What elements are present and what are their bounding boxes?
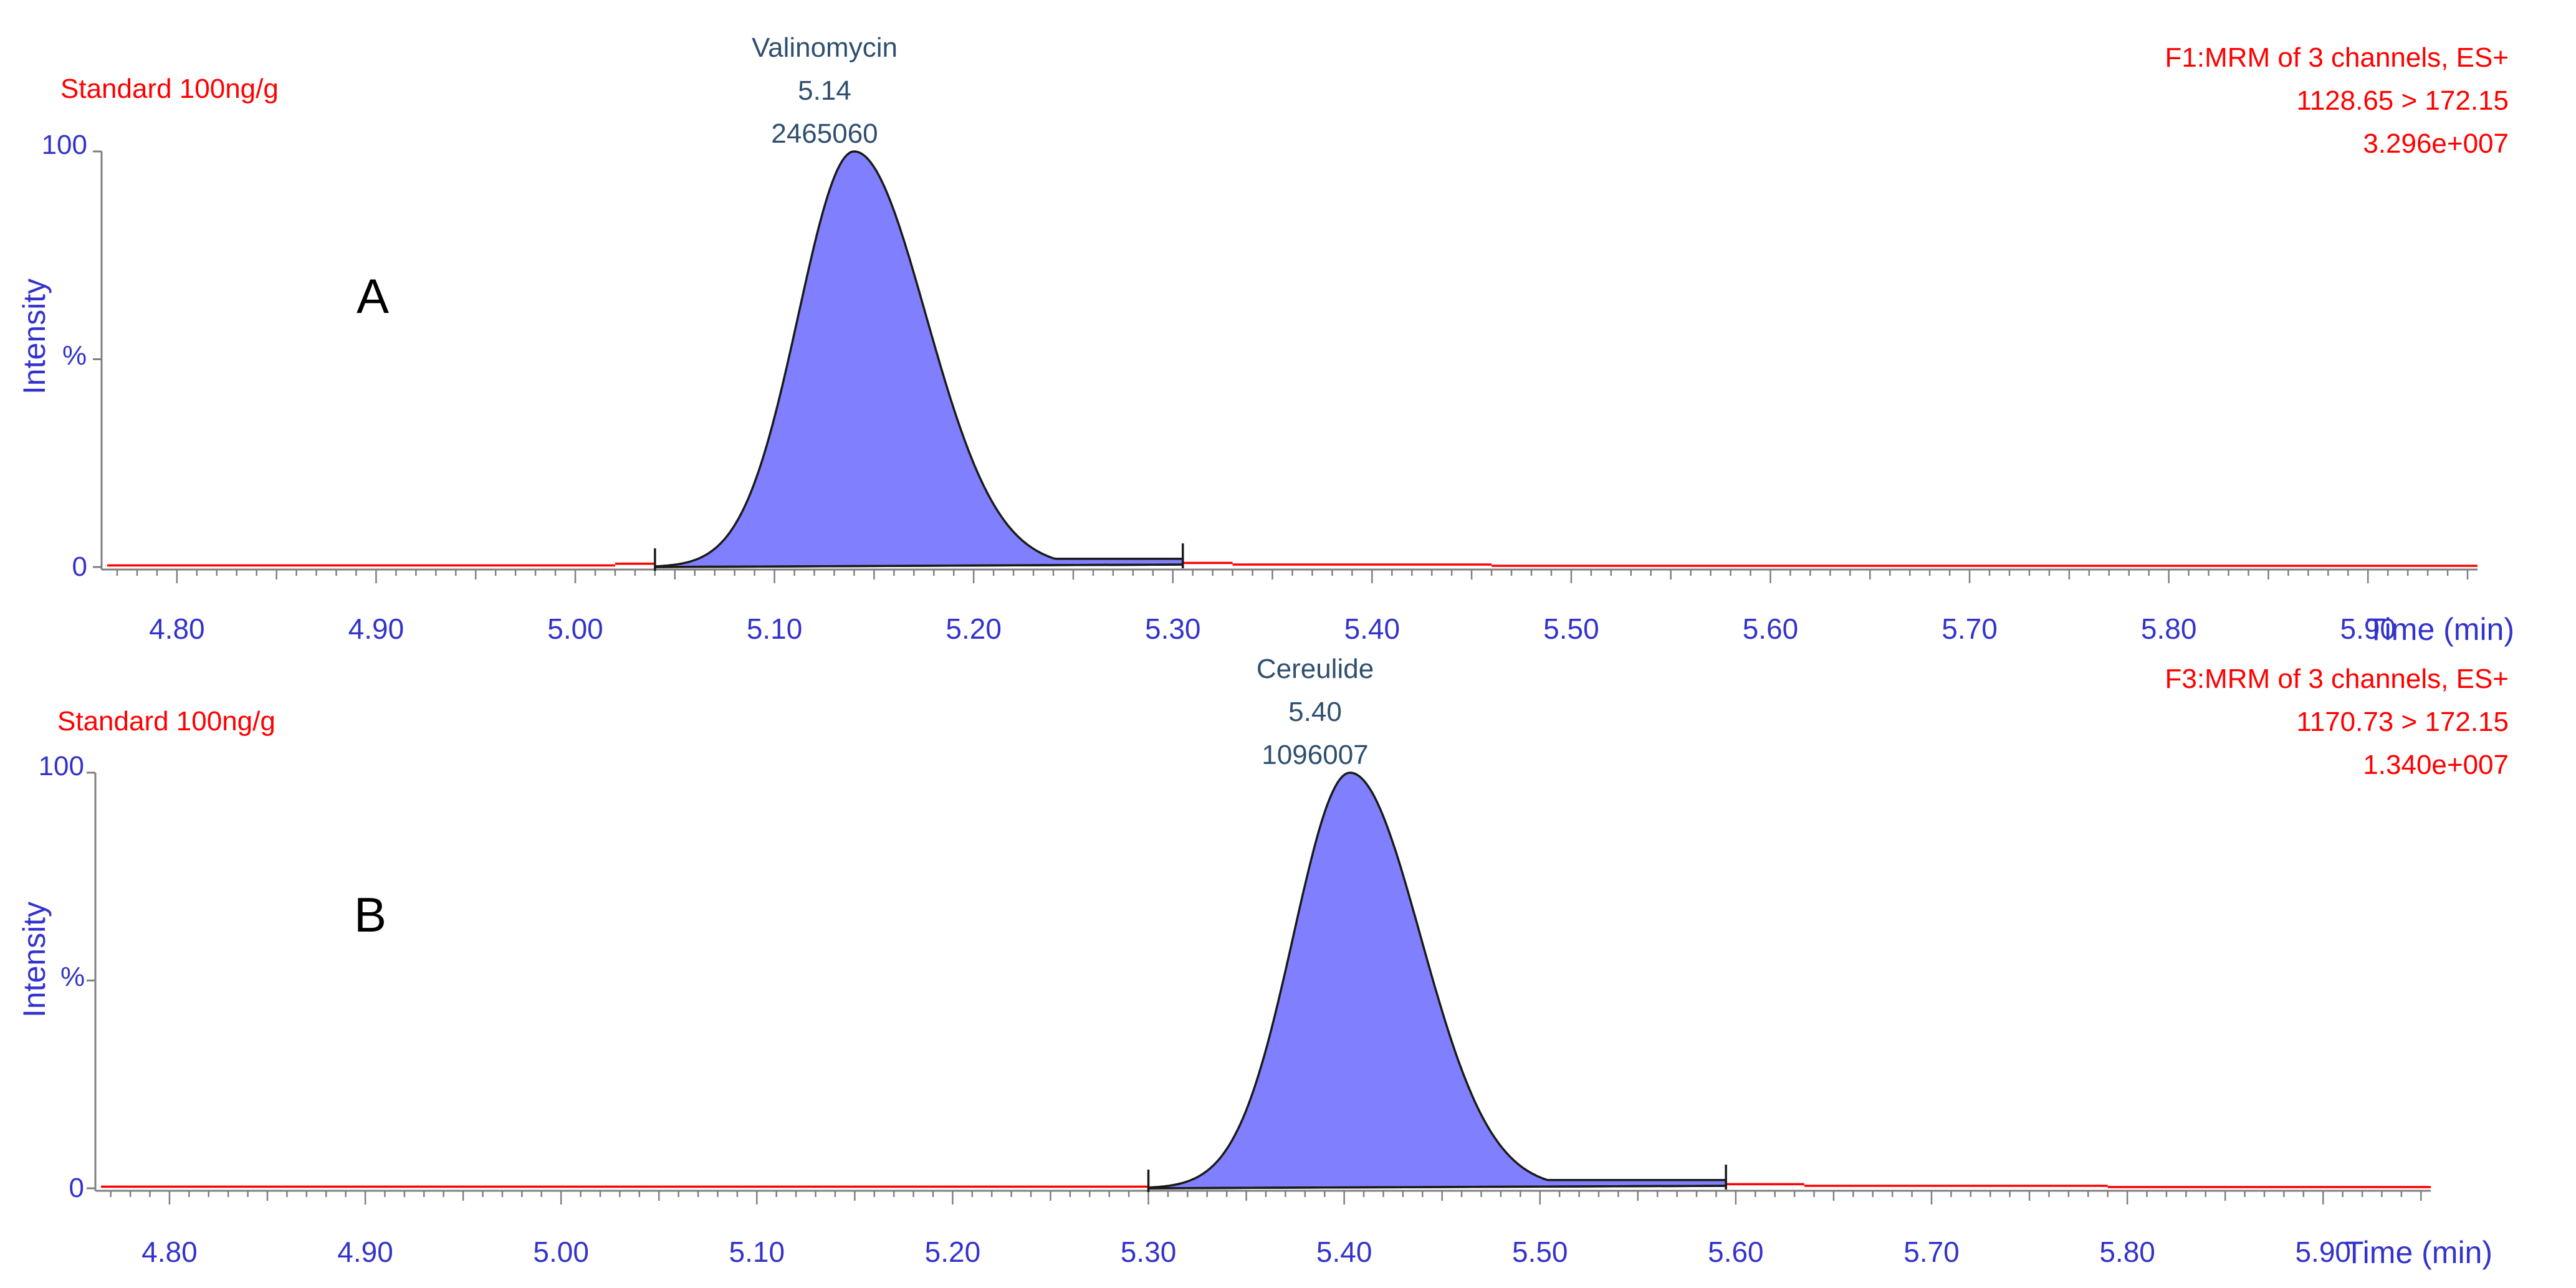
x-tick-label: 5.10 [729, 1236, 785, 1268]
x-tick-label: 4.80 [149, 613, 205, 645]
x-axis-label: Time (min) [2345, 1235, 2492, 1270]
y-axis-label: Intensity [17, 279, 52, 394]
x-tick-label: 4.90 [337, 1236, 393, 1268]
x-tick-label: 4.90 [348, 613, 405, 645]
x-tick-label: 5.60 [1708, 1236, 1764, 1268]
x-tick-label: 5.70 [1903, 1236, 1960, 1268]
panel-a: Standard 100ng/g F1:MRM of 3 channels, E… [17, 32, 2514, 647]
x-tick-label: 5.70 [1942, 613, 1998, 645]
integration-baseline [1148, 1185, 1726, 1190]
x-tick-label: 5.20 [946, 613, 1002, 645]
max-intensity-label: 1.340e+007 [2363, 750, 2509, 780]
max-intensity-label: 3.296e+007 [2363, 128, 2509, 159]
y-tick-label-100: 100 [42, 130, 87, 160]
panel-letter: A [357, 269, 389, 323]
peak-compound-label: Valinomycin [752, 32, 898, 63]
x-tick-label: 4.80 [141, 1236, 198, 1268]
x-tick-label: 5.60 [1743, 613, 1799, 645]
x-tick-label: 5.50 [1543, 613, 1599, 645]
x-tick-label: 5.50 [1512, 1236, 1568, 1268]
x-tick-label: 5.00 [547, 613, 603, 645]
peak-area-fill [1147, 771, 1727, 1190]
x-tick-label: 5.20 [925, 1236, 981, 1268]
panel-letter: B [354, 887, 386, 942]
panel-b: Standard 100ng/g F3:MRM of 3 channels, E… [17, 654, 2509, 1270]
transition-label: 1170.73 > 172.15 [2296, 707, 2509, 737]
function-line: F3:MRM of 3 channels, ES+ [2165, 664, 2509, 694]
peak-area-fill [654, 150, 1184, 568]
x-tick-label: 5.90 [2340, 613, 2396, 645]
x-tick-label: 5.40 [1316, 1236, 1372, 1268]
y-tick-label-100: 100 [39, 751, 84, 781]
x-tick-label: 5.30 [1121, 1236, 1177, 1268]
peak-area-label: 2465060 [771, 118, 878, 149]
x-tick-label: 5.80 [2099, 1236, 2155, 1268]
plot-area: 4.80 4.90 5.00 5.10 5.20 5.30 5.40 5.50 5.60 5.70… [93, 150, 2478, 645]
peak-rt-label: 5.40 [1288, 697, 1342, 727]
x-tick-label: 5.10 [747, 613, 803, 645]
function-line: F1:MRM of 3 channels, ES+ [2165, 42, 2509, 73]
sample-label: Standard 100ng/g [57, 706, 275, 737]
x-tick-label: 5.90 [2295, 1236, 2351, 1268]
integration-baseline [654, 563, 1183, 568]
x-tick-label: 5.40 [1344, 613, 1401, 645]
y-percent-label: % [62, 340, 87, 371]
y-tick-label-0: 0 [69, 1173, 84, 1203]
transition-label: 1128.65 > 172.15 [2296, 85, 2509, 116]
peak-compound-label: Cereulide [1257, 654, 1374, 684]
y-tick-label-0: 0 [72, 551, 87, 582]
peak-area-label: 1096007 [1262, 740, 1368, 770]
y-axis-label: Intensity [17, 902, 52, 1018]
x-tick-label: 5.30 [1145, 613, 1201, 645]
y-percent-label: % [60, 961, 85, 992]
x-tick-label: 5.80 [2141, 613, 2197, 645]
x-axis-label: Time (min) [2367, 612, 2514, 647]
sample-label: Standard 100ng/g [60, 74, 279, 104]
peak-rt-label: 5.14 [798, 75, 851, 106]
x-tick-label: 5.00 [533, 1236, 589, 1268]
plot-area: 4.80 4.90 5.00 5.10 5.20 5.30 5.40 5.50 5.60 5.70… [87, 771, 2431, 1268]
